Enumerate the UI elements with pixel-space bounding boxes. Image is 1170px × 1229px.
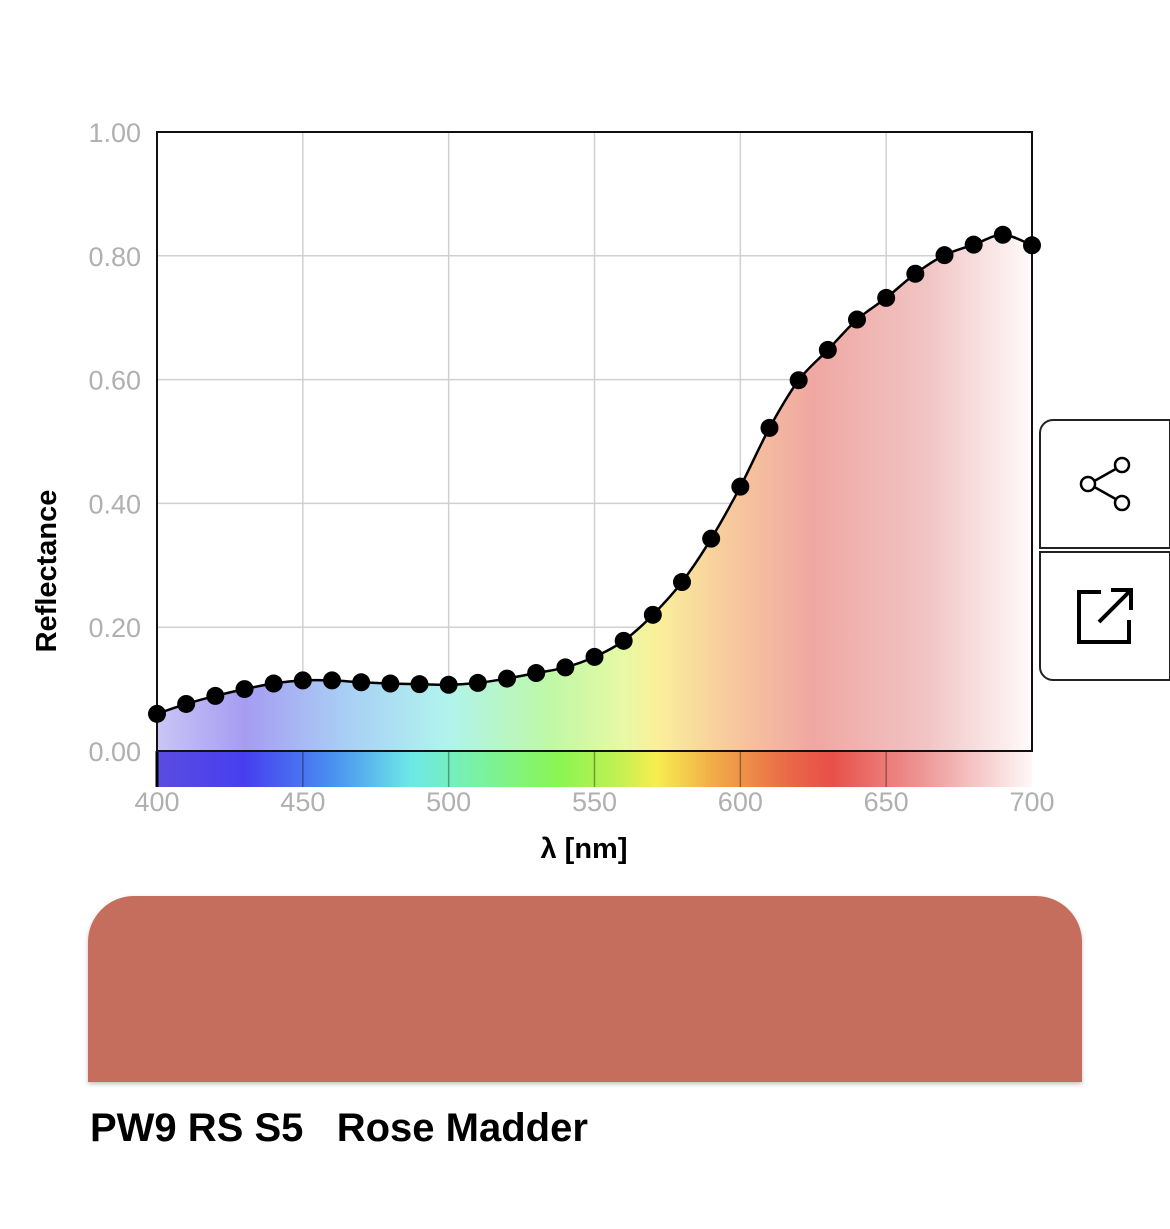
data-point	[818, 340, 837, 359]
y-tick-label: 1.00	[88, 118, 141, 148]
y-tick-label: 0.40	[88, 489, 141, 519]
data-point	[206, 686, 225, 705]
reflectance-chart: 0.00 0.20 0.40 0.60 0.80 1.00 400 450 500 550 600…	[31, 118, 1055, 865]
data-point	[323, 671, 341, 690]
data-point	[556, 658, 575, 677]
x-tick-label: 600	[718, 787, 763, 817]
y-tick-label: 0.60	[88, 366, 141, 396]
data-point	[352, 673, 371, 692]
data-point	[906, 264, 925, 283]
data-point	[964, 235, 983, 254]
data-point	[410, 675, 429, 694]
y-axis-ticks: 0.00 0.20 0.40 0.60 0.80 1.00	[88, 118, 141, 767]
data-point	[264, 674, 283, 693]
data-point	[935, 246, 954, 265]
x-tick-label: 700	[1009, 787, 1054, 817]
reflectance-area	[157, 234, 1032, 751]
x-tick-label: 550	[572, 787, 617, 817]
color-swatch	[88, 896, 1082, 1082]
data-point	[468, 673, 487, 692]
x-tick-label: 650	[864, 787, 909, 817]
open-external-button[interactable]	[1039, 551, 1170, 681]
data-point	[235, 680, 254, 699]
data-point	[848, 310, 866, 329]
data-point	[702, 529, 721, 548]
y-tick-label: 0.20	[88, 613, 141, 643]
x-tick-label: 450	[280, 787, 325, 817]
share-icon	[1079, 456, 1131, 512]
data-point	[585, 647, 604, 666]
share-button[interactable]	[1039, 419, 1170, 549]
data-point	[293, 671, 312, 690]
data-point	[439, 675, 458, 694]
data-point	[760, 418, 779, 437]
x-axis-ticks: 400 450 500 550 600 650 700	[134, 787, 1054, 817]
data-point	[643, 605, 662, 624]
data-point	[381, 674, 400, 693]
spectrum-color-bar	[157, 751, 1032, 787]
data-point	[993, 225, 1012, 244]
data-point	[731, 477, 750, 496]
data-point	[1023, 236, 1041, 255]
data-point	[614, 631, 633, 650]
x-axis-title: λ [nm]	[541, 833, 628, 865]
pigment-label: PW9 RS S5 Rose Madder	[90, 1106, 588, 1150]
x-tick-label: 500	[426, 787, 471, 817]
data-point	[148, 704, 166, 723]
y-axis-title: Reflectance	[31, 490, 63, 653]
plot-frame	[156, 131, 1033, 752]
spectrum-ticks	[155, 751, 887, 787]
data-point	[877, 288, 896, 307]
data-point	[673, 573, 691, 592]
data-points	[148, 225, 1041, 723]
data-point	[177, 694, 196, 713]
data-point	[789, 371, 808, 390]
y-tick-label: 0.80	[88, 242, 141, 272]
y-tick-label: 0.00	[88, 737, 141, 767]
x-tick-label: 400	[134, 787, 179, 817]
external-link-icon	[1077, 588, 1133, 644]
data-point	[527, 664, 546, 683]
data-point	[498, 669, 516, 688]
